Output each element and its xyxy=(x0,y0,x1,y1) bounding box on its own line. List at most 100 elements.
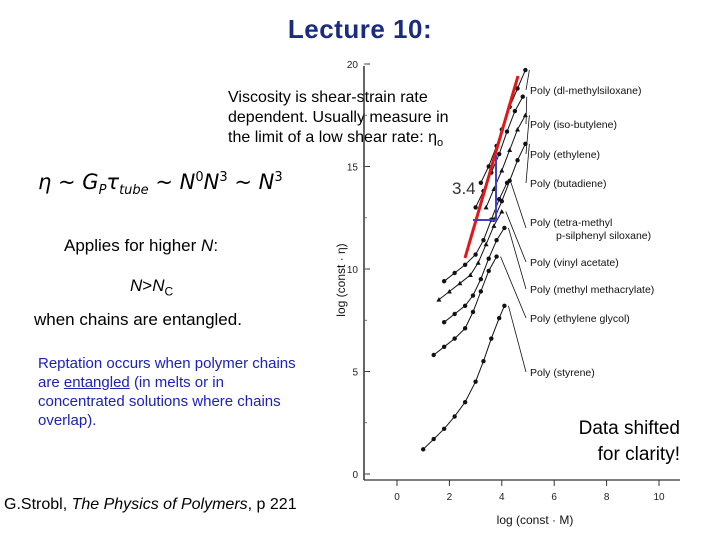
data-point xyxy=(441,426,447,431)
slope-label: 3.4 xyxy=(452,179,476,198)
data-point xyxy=(483,204,489,210)
data-point xyxy=(446,288,452,294)
formula-exp-0: 0 xyxy=(195,170,204,185)
data-point xyxy=(515,158,520,163)
series-leader xyxy=(500,256,527,319)
x-axis-title: log (const · M) xyxy=(497,513,574,527)
applies-N: N xyxy=(201,236,214,255)
series-leader xyxy=(508,227,527,290)
applies-prefix: Applies for higher xyxy=(64,236,197,255)
y-tick-label: 0 xyxy=(352,470,358,481)
series-label: Poly (iso-butylene) xyxy=(530,119,617,131)
data-point xyxy=(496,197,502,202)
data-point xyxy=(499,209,505,214)
slide-title: Lecture 10: xyxy=(287,14,433,44)
y-tick-label: 5 xyxy=(352,368,358,379)
data-point xyxy=(431,436,436,442)
data-point xyxy=(515,86,520,91)
data-point xyxy=(462,399,468,405)
formula-sim-2: ~ xyxy=(155,170,173,194)
series-leader xyxy=(525,143,530,184)
data-point xyxy=(452,414,457,419)
formula-sim-1: ~ xyxy=(58,170,76,194)
data-point xyxy=(441,279,447,284)
data-point xyxy=(523,67,528,73)
slope-triangle xyxy=(473,155,497,221)
data-point xyxy=(436,297,442,302)
data-point xyxy=(478,276,484,282)
eta-symbol: η xyxy=(428,129,437,146)
data-point xyxy=(473,379,478,384)
viscosity-line-1: Viscosity is shear-strain rate xyxy=(228,89,428,106)
series-label-cont: p-silphenyl siloxane) xyxy=(556,230,651,242)
formula-eta: η xyxy=(38,170,52,194)
shifted-note: Data shifted for clarity! xyxy=(540,416,680,468)
citation-book: The Physics of Polymers xyxy=(71,496,248,513)
data-point xyxy=(462,262,468,267)
entangled-text: when chains are entangled. xyxy=(34,310,242,329)
viscosity-line-2: dependent. Usually measure in xyxy=(228,109,449,126)
applies-text: Applies for higher N: xyxy=(64,236,218,256)
series-leader xyxy=(525,69,530,91)
data-point xyxy=(512,108,518,114)
data-point xyxy=(502,303,507,308)
y-tick-label: 15 xyxy=(347,163,359,174)
x-tick-label: 6 xyxy=(551,492,557,503)
formula-G: G xyxy=(82,170,99,194)
formula-tube: tube xyxy=(119,183,149,199)
series-leader xyxy=(510,182,527,229)
data-point xyxy=(494,254,499,259)
data-point xyxy=(486,268,491,274)
slope-line xyxy=(463,75,520,259)
series-label: Poly (butadiene) xyxy=(530,178,606,190)
x-tick-label: 2 xyxy=(447,492,453,503)
data-point xyxy=(431,352,436,358)
formula-N-1: N xyxy=(179,170,196,194)
y-tick-label: 10 xyxy=(347,265,359,276)
formula-sim-3: ~ xyxy=(234,170,252,194)
reptation-part-2: (in melts or in concentrated solutions w… xyxy=(38,374,281,429)
eta-subscript: o xyxy=(437,137,444,150)
scaling-formula: η ~ GPτtube ~ N0N3 ~ N3 xyxy=(38,170,283,198)
data-point xyxy=(467,272,473,278)
reptation-part-1: Reptation occurs when polymer chains are xyxy=(38,355,296,391)
data-point xyxy=(489,336,494,341)
data-point xyxy=(421,447,426,452)
data-point xyxy=(441,344,447,349)
data-point xyxy=(496,315,502,321)
data-point xyxy=(515,127,521,132)
data-point xyxy=(478,180,484,185)
series-label: Poly (methyl methacrylate) xyxy=(530,284,654,296)
series-label: Poly (ethylene glycol) xyxy=(530,313,630,325)
x-tick-label: 0 xyxy=(394,492,400,503)
series-label: Poly (styrene) xyxy=(530,367,595,379)
series-line xyxy=(438,211,503,300)
data-point xyxy=(452,336,457,341)
series-line xyxy=(485,114,526,208)
condition-gt: > xyxy=(142,276,153,295)
y-tick-label: 20 xyxy=(347,60,359,71)
shifted-line-1: Data shifted xyxy=(578,418,680,439)
series-label: Poly (ethylene) xyxy=(530,149,600,161)
data-point xyxy=(486,256,491,261)
data-point xyxy=(475,260,481,265)
data-point xyxy=(478,289,484,294)
data-point xyxy=(494,238,499,243)
data-point xyxy=(452,311,457,317)
reptation-note: Reptation occurs when polymer chains are… xyxy=(38,354,308,430)
formula-N-3: N xyxy=(258,170,275,194)
data-point xyxy=(473,205,478,210)
series-label: Poly (dl-methylsiloxane) xyxy=(530,85,641,97)
data-point xyxy=(523,141,528,147)
reptation-underlined: entangled xyxy=(63,374,130,391)
viscosity-line-3: the limit of a low shear rate: xyxy=(228,129,424,146)
data-point xyxy=(470,293,476,298)
series-leader xyxy=(508,305,527,373)
data-point xyxy=(481,358,486,364)
series-line xyxy=(433,256,498,356)
series-leader xyxy=(525,115,530,155)
data-point xyxy=(441,320,447,325)
citation-author: G.Strobl, xyxy=(4,496,68,513)
condition-C: C xyxy=(164,284,174,299)
data-point xyxy=(462,326,468,331)
